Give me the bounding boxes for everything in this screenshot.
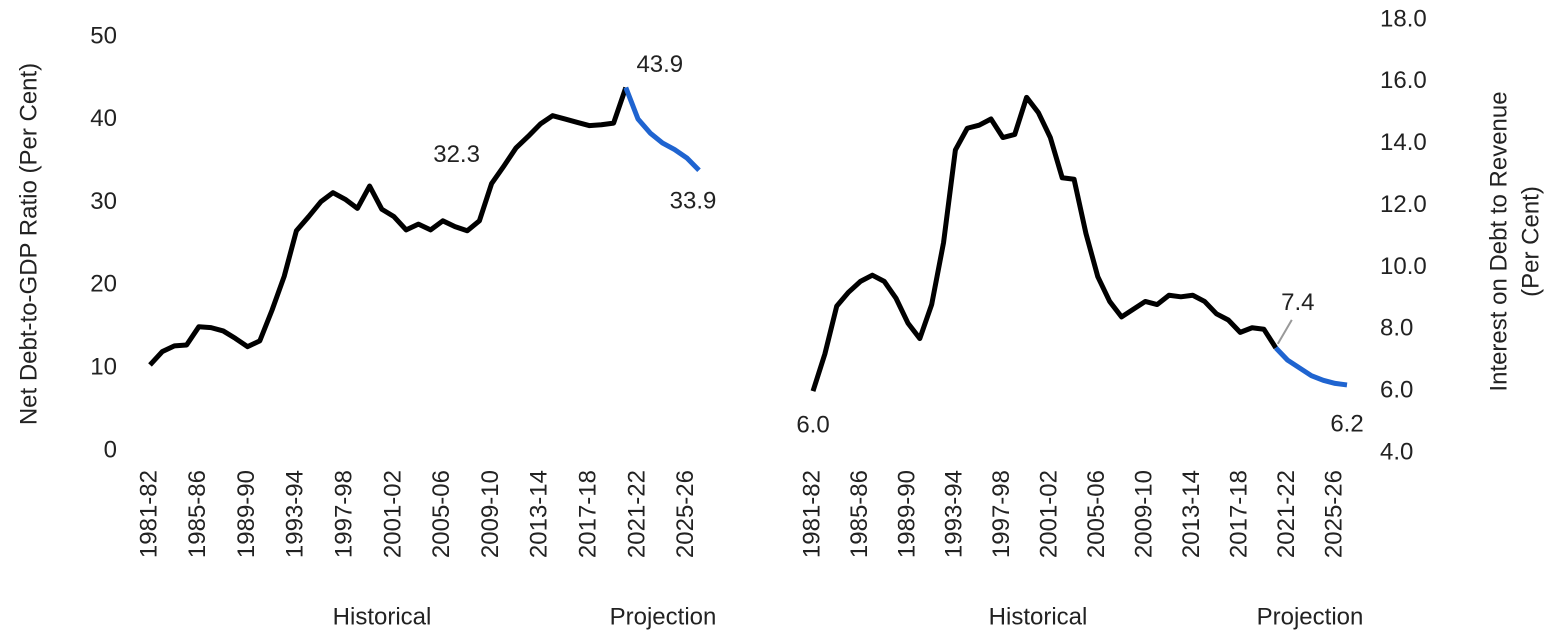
x-tick-label: 1989-90 bbox=[233, 470, 260, 558]
x-tick-label: 2009-10 bbox=[477, 470, 504, 558]
data-line bbox=[148, 86, 629, 367]
x-tick-label: 2001-02 bbox=[379, 470, 406, 558]
x-tick-label: 2021-22 bbox=[1273, 470, 1300, 558]
data-label: 6.2 bbox=[1330, 410, 1363, 437]
y-tick-label: 14.0 bbox=[1380, 129, 1427, 156]
x-tick-label: 1985-86 bbox=[846, 470, 873, 558]
data-line bbox=[810, 94, 1278, 392]
data-label: 33.9 bbox=[670, 188, 717, 215]
x-tick-label: 2005-06 bbox=[428, 470, 455, 558]
y-tick-label: 0 bbox=[104, 436, 117, 463]
y-tick-label: 12.0 bbox=[1380, 191, 1427, 218]
x-tick-label: 2005-06 bbox=[1083, 470, 1110, 558]
y-tick-label: 50 bbox=[90, 22, 117, 49]
series-name: Historical bbox=[989, 603, 1088, 630]
x-tick-label: 2017-18 bbox=[1226, 470, 1253, 558]
x-tick-label: 2025-26 bbox=[672, 470, 699, 558]
x-tick-label: 2017-18 bbox=[575, 470, 602, 558]
x-tick-label: 1993-94 bbox=[941, 470, 968, 558]
data-label: 7.4 bbox=[1281, 289, 1314, 316]
x-tick-label: 2021-22 bbox=[623, 470, 650, 558]
series-name: Projection bbox=[610, 603, 717, 630]
x-tick-label: 2001-02 bbox=[1036, 470, 1063, 558]
data-line bbox=[1273, 346, 1348, 388]
x-tick-label: 2025-26 bbox=[1320, 470, 1347, 558]
x-tick-label: 2013-14 bbox=[526, 470, 553, 558]
y-tick-label: 6.0 bbox=[1380, 376, 1413, 403]
data-label: 32.3 bbox=[433, 141, 480, 168]
y-tick-label: 8.0 bbox=[1380, 315, 1413, 342]
x-tick-label: 1985-86 bbox=[184, 470, 211, 558]
y-tick-label: 30 bbox=[90, 188, 117, 215]
x-tick-label: 1981-82 bbox=[135, 470, 162, 558]
y-tick-label: 10 bbox=[90, 354, 117, 381]
y-tick-label: 40 bbox=[90, 105, 117, 132]
x-tick-label: 1981-82 bbox=[798, 470, 825, 558]
x-tick-label: 1989-90 bbox=[893, 470, 920, 558]
y-axis-label: Net Debt-to-GDP Ratio (Per Cent) bbox=[15, 63, 42, 425]
data-line bbox=[623, 86, 701, 173]
y-tick-label: 20 bbox=[90, 271, 117, 298]
x-tick-label: 2009-10 bbox=[1131, 470, 1158, 558]
data-label: 43.9 bbox=[636, 51, 683, 78]
series-name: Projection bbox=[1257, 603, 1364, 630]
x-tick-label: 1997-98 bbox=[331, 470, 358, 558]
y-tick-label: 16.0 bbox=[1380, 67, 1427, 94]
y2-axis-label: Interest on Debt to Revenue bbox=[1485, 91, 1512, 391]
x-tick-label: 1993-94 bbox=[282, 470, 309, 558]
x-tick-label: 1997-98 bbox=[988, 470, 1015, 558]
data-label: 6.0 bbox=[796, 411, 829, 438]
leader-line bbox=[1276, 319, 1293, 345]
y2-axis-label: (Per Cent) bbox=[1517, 186, 1544, 297]
y-tick-label: 4.0 bbox=[1380, 438, 1413, 465]
y-tick-label: 10.0 bbox=[1380, 253, 1427, 280]
x-tick-label: 2013-14 bbox=[1178, 470, 1205, 558]
series-name: Historical bbox=[333, 603, 432, 630]
y-tick-label: 18.0 bbox=[1380, 5, 1427, 32]
